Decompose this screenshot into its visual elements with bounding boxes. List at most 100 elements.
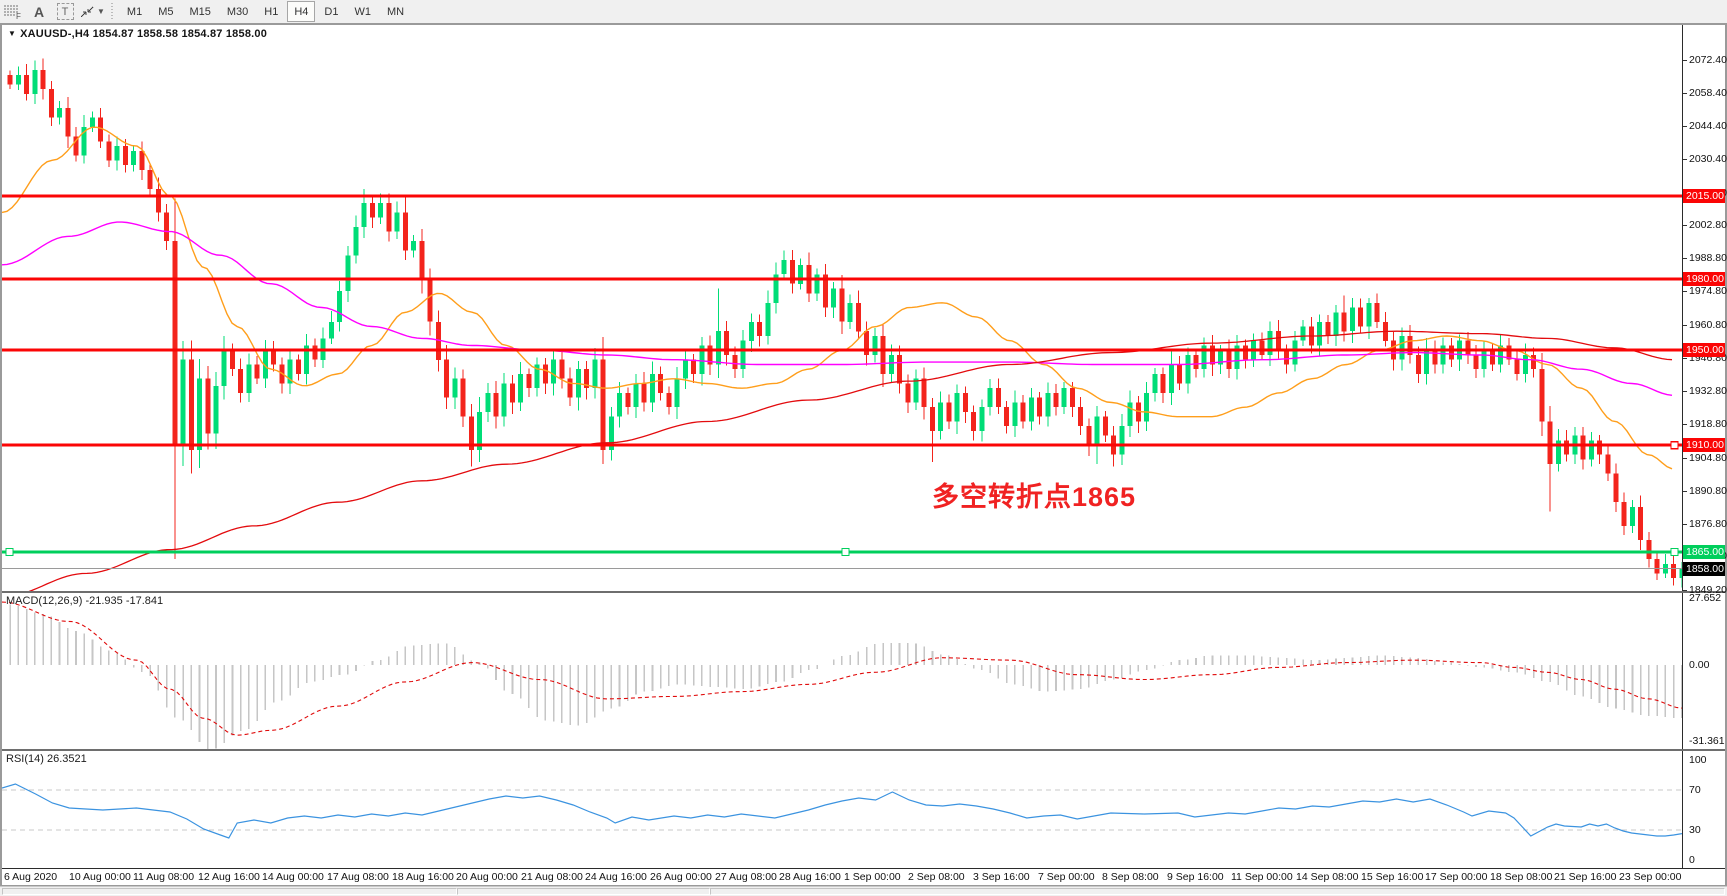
price-tick-label: 2058.40	[1689, 87, 1727, 99]
candle-body	[394, 212, 400, 232]
macd-plot[interactable]: MACD(12,26,9) -21.935 -17.841	[2, 593, 1682, 749]
candle-body	[205, 378, 211, 434]
line-handle[interactable]	[1670, 547, 1679, 557]
date-axis-corner	[1683, 869, 1725, 885]
candle-body	[971, 412, 977, 431]
candle-body	[411, 241, 417, 251]
timeframe-button-w1[interactable]: W1	[354, 5, 371, 18]
text-box-icon[interactable]: T	[53, 2, 77, 22]
timeframe-button-m30[interactable]: M30	[226, 5, 249, 18]
date-tick-label: 18 Aug 16:00	[392, 871, 454, 883]
date-tick-label: 18 Sep 08:00	[1490, 871, 1553, 883]
candle-body	[337, 290, 342, 322]
candle-body	[658, 374, 664, 393]
candle-body	[213, 385, 219, 434]
candle-body	[897, 355, 902, 384]
axis-tick	[1683, 325, 1687, 326]
price-tick-label: 1974.80	[1689, 285, 1727, 297]
price-tick-label: 2044.40	[1689, 120, 1727, 132]
timeframe-button-mn[interactable]: MN	[386, 5, 405, 18]
candle-body	[444, 359, 450, 398]
main-chart-plot[interactable]: ▼ XAUUSD-,H4 1854.87 1858.58 1854.87 1858…	[2, 25, 1682, 591]
macd-axis[interactable]: 27.652 0.00 -31.361	[1682, 592, 1725, 749]
rsi-axis[interactable]: 100 70 30 0	[1682, 751, 1725, 868]
candle-body	[592, 359, 598, 389]
candle-body	[831, 288, 837, 308]
toolbar-gripper[interactable]	[109, 2, 115, 21]
timeframe-button-m1[interactable]: M1	[126, 5, 143, 18]
candle-body	[1407, 336, 1413, 355]
axis-tick	[1683, 291, 1687, 292]
candle-body	[57, 108, 62, 118]
line-handle[interactable]	[1670, 441, 1679, 450]
pane-separator[interactable]	[2, 749, 1725, 751]
candle-body	[1506, 345, 1512, 360]
date-axis[interactable]: 6 Aug 2020 10 Aug 00:00 11 Aug 08:00 12 Aug…	[2, 868, 1725, 885]
date-tick-label: 27 Aug 08:00	[715, 871, 777, 883]
candle-body	[155, 188, 161, 213]
candle-body	[1465, 340, 1471, 355]
candle-body	[197, 378, 202, 450]
grid-template-icon[interactable]: F	[1, 2, 25, 22]
date-tick-label: 21 Aug 08:00	[521, 871, 583, 883]
rsi-tick-label: 30	[1689, 824, 1701, 836]
timeframe-button-m15[interactable]: M15	[189, 5, 211, 18]
candle-body	[65, 108, 71, 137]
candle-body	[765, 302, 771, 336]
macd-tick-label: 0.00	[1689, 659, 1710, 671]
price-level-label-1950.00: 1950.00	[1683, 343, 1725, 357]
candle-body	[468, 416, 474, 450]
date-tick-label: 8 Sep 08:00	[1102, 871, 1159, 883]
timeframe-button-h1[interactable]: H1	[264, 5, 279, 18]
price-tick-label: 1988.80	[1689, 252, 1727, 264]
chart-menu-triangle-icon[interactable]: ▼	[8, 29, 17, 38]
date-tick-label: 28 Aug 16:00	[779, 871, 841, 883]
candle-body	[1341, 312, 1347, 332]
macd-tick-label: 27.652	[1689, 592, 1722, 604]
candle-body	[1086, 426, 1092, 446]
date-tick-label: 26 Aug 00:00	[650, 871, 712, 883]
axis-tick	[1683, 491, 1687, 492]
line-handle[interactable]	[841, 547, 850, 557]
line-handle[interactable]	[5, 547, 14, 557]
candle-body	[180, 359, 186, 446]
candle-body	[1333, 312, 1339, 336]
candle-body	[402, 212, 408, 251]
candle-body	[773, 274, 779, 303]
candle-body	[682, 359, 688, 379]
main-price-pane: ▼ XAUUSD-,H4 1854.87 1858.58 1854.87 1858…	[2, 25, 1727, 596]
candle-body	[1531, 355, 1537, 370]
macd-pane: MACD(12,26,9) -21.935 -17.841 27.652 0.00…	[2, 592, 1725, 749]
candle-body	[427, 279, 433, 322]
price-axis[interactable]: 2072.402058.402044.402030.402016.402002.…	[1682, 25, 1727, 596]
chart-annotation-text[interactable]: 多空转折点1865	[932, 482, 1137, 512]
candle-body	[131, 150, 137, 165]
candle-body	[905, 383, 911, 403]
timeframe-button-m5[interactable]: M5	[158, 5, 174, 18]
price-tick-label: 1960.80	[1689, 319, 1727, 331]
ma-fast-orange	[2, 126, 1673, 470]
candle-body	[271, 350, 277, 365]
candle-body	[584, 369, 590, 389]
candle-body	[650, 374, 655, 403]
candle-body	[1374, 302, 1380, 322]
candle-body	[230, 350, 235, 370]
candle-body	[1201, 345, 1207, 370]
rsi-plot[interactable]: RSI(14) 26.3521	[2, 751, 1682, 868]
candle-body	[987, 388, 993, 408]
axis-tick	[1683, 524, 1687, 525]
text-label-icon[interactable]: A	[33, 3, 45, 20]
timeframe-button-d1[interactable]: D1	[324, 5, 339, 18]
candle-body	[1630, 506, 1635, 526]
pane-separator[interactable]	[2, 591, 1725, 593]
candle-body	[732, 355, 738, 370]
arrow-tools-icon[interactable]: ▼	[79, 2, 105, 22]
candle-body	[122, 146, 128, 166]
timeframe-button-h4[interactable]: H4	[287, 1, 316, 22]
candle-body	[353, 226, 359, 256]
candle-body	[1152, 374, 1158, 393]
candle-body	[1399, 336, 1405, 360]
axis-tick	[1683, 358, 1687, 359]
candle-body	[1621, 502, 1627, 526]
